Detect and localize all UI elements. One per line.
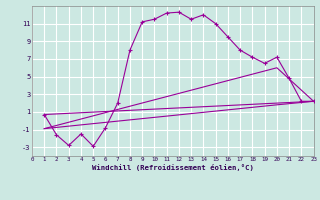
X-axis label: Windchill (Refroidissement éolien,°C): Windchill (Refroidissement éolien,°C): [92, 164, 254, 171]
